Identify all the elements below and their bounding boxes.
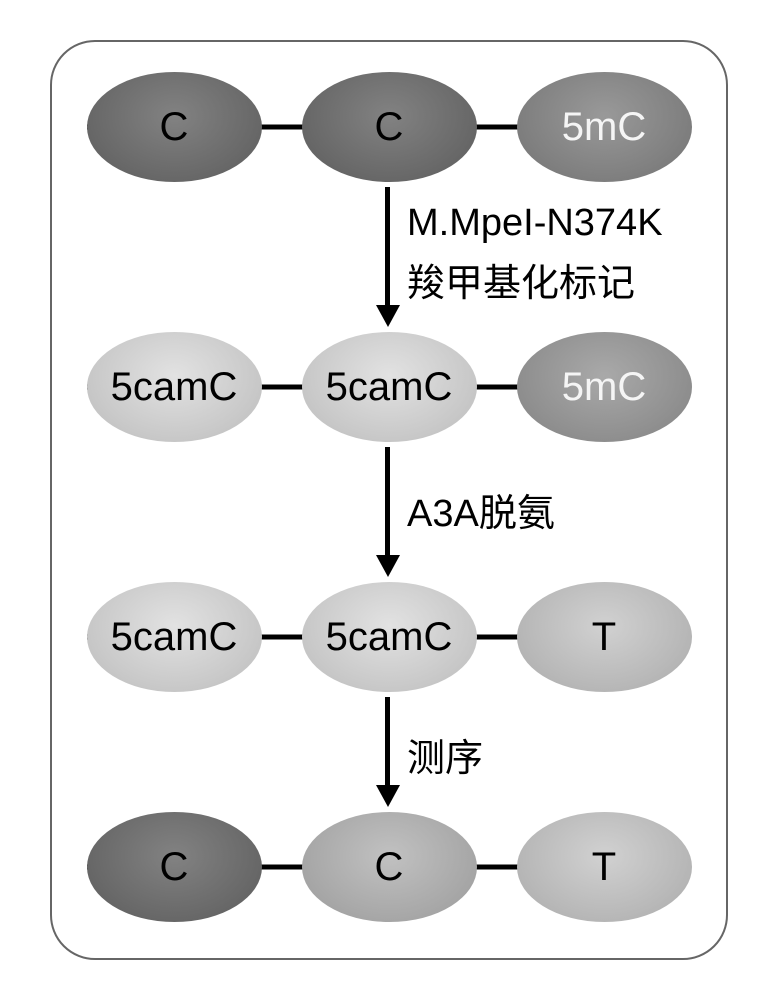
base-label: T bbox=[592, 615, 616, 660]
arrow-shaft bbox=[385, 447, 390, 557]
strand-row-2: 5camC 5camC T bbox=[52, 582, 726, 692]
base-node: 5camC bbox=[87, 582, 262, 692]
base-label: T bbox=[592, 845, 616, 890]
base-label: C bbox=[160, 845, 189, 890]
strand-row-0: C C 5mC bbox=[52, 72, 726, 182]
nodes-container: CCT bbox=[52, 812, 726, 922]
base-label: 5camC bbox=[111, 615, 238, 660]
base-node: 5camC bbox=[302, 582, 477, 692]
diagram-panel: C C 5mC 5camC 5camC 5mC 5camC 5camC T C C T M.MpeI-N… bbox=[50, 40, 728, 960]
arrow-shaft bbox=[385, 187, 390, 307]
base-node: T bbox=[517, 812, 692, 922]
nodes-container: 5camC 5camC T bbox=[52, 582, 726, 692]
base-node: C bbox=[87, 812, 262, 922]
arrow-region-0: M.MpeI-N374K 羧甲基化标记 bbox=[52, 187, 726, 327]
base-label: 5mC bbox=[562, 105, 646, 150]
base-label: 5camC bbox=[326, 615, 453, 660]
base-node: 5camC bbox=[87, 332, 262, 442]
base-node: 5mC bbox=[517, 332, 692, 442]
arrow-head-icon bbox=[376, 785, 400, 807]
base-node: C bbox=[87, 72, 262, 182]
base-label: 5camC bbox=[326, 365, 453, 410]
base-node: T bbox=[517, 582, 692, 692]
arrow-region-1: A3A脱氨 bbox=[52, 447, 726, 577]
arrow-shaft bbox=[385, 697, 390, 787]
step-label: 羧甲基化标记 bbox=[407, 252, 635, 307]
base-label: 5mC bbox=[562, 365, 646, 410]
base-node: 5mC bbox=[517, 72, 692, 182]
arrow-head-icon bbox=[376, 305, 400, 327]
base-label: 5camC bbox=[111, 365, 238, 410]
step-label: A3A脱氨 bbox=[407, 482, 555, 537]
step-label: 测序 bbox=[407, 727, 483, 782]
base-label: C bbox=[160, 105, 189, 150]
base-label: C bbox=[375, 105, 404, 150]
diagram-canvas: C C 5mC 5camC 5camC 5mC 5camC 5camC T C C T M.MpeI-N… bbox=[0, 0, 778, 1000]
base-node: C bbox=[302, 812, 477, 922]
arrow-head-icon bbox=[376, 555, 400, 577]
base-node: 5camC bbox=[302, 332, 477, 442]
strand-row-1: 5camC 5camC 5mC bbox=[52, 332, 726, 442]
arrow-region-2: 测序 bbox=[52, 697, 726, 807]
base-node: C bbox=[302, 72, 477, 182]
base-label: C bbox=[375, 845, 404, 890]
nodes-container: 5camC 5camC 5mC bbox=[52, 332, 726, 442]
nodes-container: C C 5mC bbox=[52, 72, 726, 182]
strand-row-3: CCT bbox=[52, 812, 726, 922]
step-label: M.MpeI-N374K bbox=[407, 202, 663, 245]
